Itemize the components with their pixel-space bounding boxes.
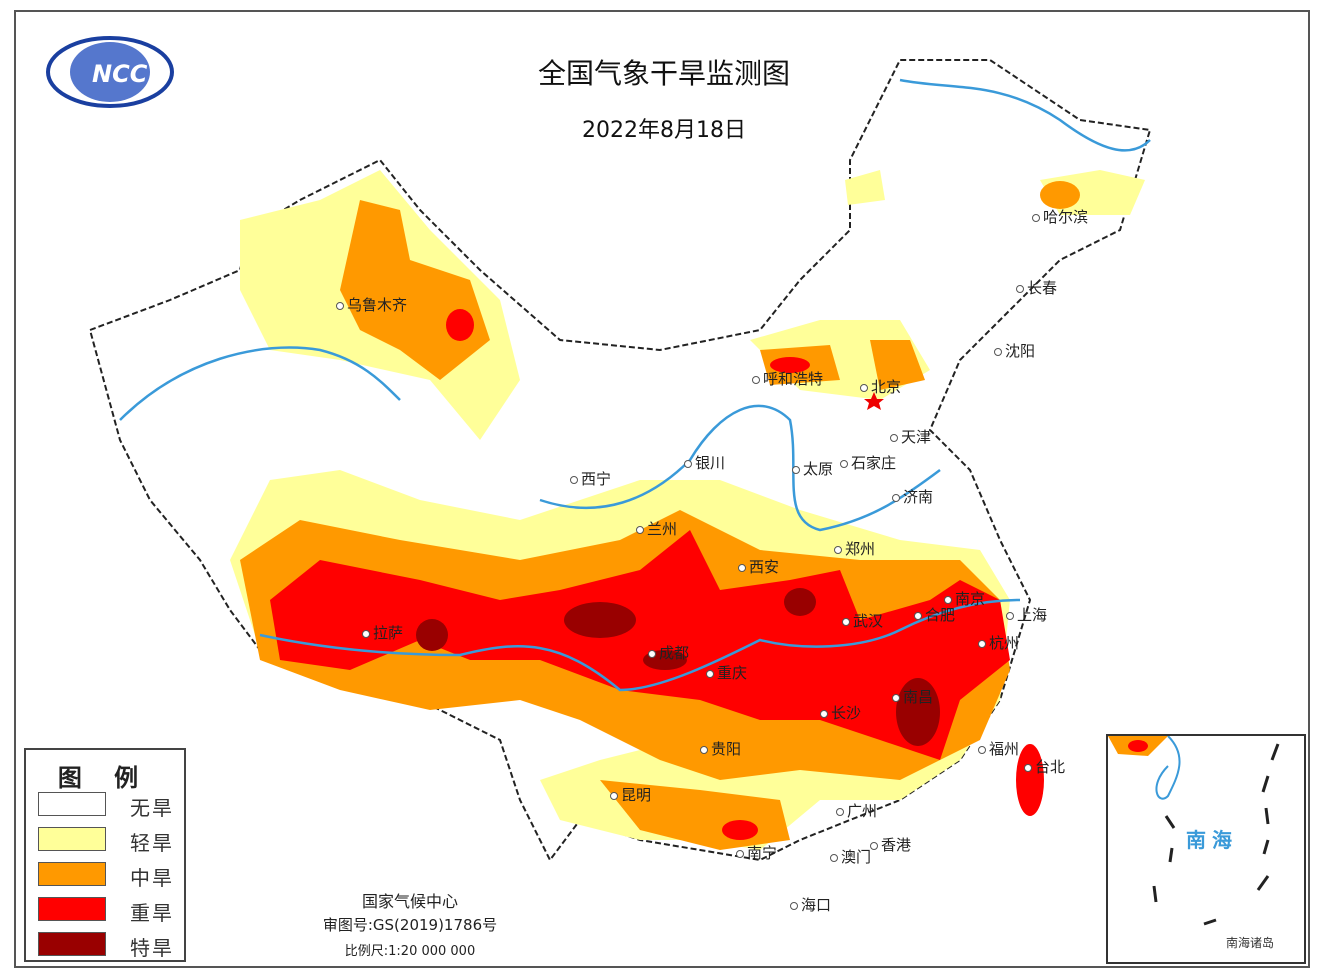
city-label: 广州 (836, 800, 877, 821)
legend-item-none: 无旱 (38, 792, 178, 820)
beijing-star (864, 392, 884, 410)
city-label: 乌鲁木齐 (336, 294, 407, 315)
city-label: 澳门 (830, 846, 871, 867)
city-label: 石家庄 (840, 452, 896, 473)
city-label: 成都 (648, 642, 689, 663)
city-label: 兰州 (636, 518, 677, 539)
city-label: 重庆 (706, 662, 747, 683)
city-label: 南宁 (736, 842, 777, 863)
ncc-logo: NCC (46, 36, 174, 108)
inset-islands-label: 南海诸岛 (1226, 936, 1275, 950)
map-date: 2022年8月18日 (582, 118, 746, 143)
city-label: 武汉 (842, 610, 883, 631)
city-label: 西安 (738, 556, 779, 577)
city-label: 长沙 (820, 702, 861, 723)
rivers (119, 78, 1151, 692)
city-label: 台北 (1024, 756, 1065, 777)
inset-sea-label: 南海 (1186, 828, 1238, 852)
city-label: 济南 (892, 486, 933, 507)
city-label: 太原 (792, 458, 833, 479)
city-label: 海口 (790, 894, 831, 915)
city-label: 西宁 (570, 468, 611, 489)
svg-text:NCC: NCC (92, 60, 148, 88)
city-label: 沈阳 (994, 340, 1035, 361)
legend-item-light: 轻旱 (38, 827, 178, 855)
legend-item-extreme: 特旱 (38, 932, 178, 960)
city-label: 郑州 (834, 538, 875, 559)
credit-org: 国家气候中心 (361, 892, 458, 911)
city-label: 北京 (860, 376, 901, 397)
city-label: 上海 (1006, 604, 1047, 625)
city-label: 天津 (890, 426, 931, 447)
legend-item-moderate: 中旱 (38, 862, 178, 890)
city-label: 银川 (684, 452, 725, 473)
city-label: 南京 (944, 588, 985, 609)
legend: 图 例 无旱 轻旱 中旱 重旱 特旱 (24, 748, 186, 962)
city-label: 拉萨 (362, 622, 403, 643)
city-label: 合肥 (914, 604, 955, 625)
city-label: 香港 (870, 834, 911, 855)
city-label: 贵阳 (700, 738, 741, 759)
city-label: 杭州 (978, 632, 1019, 653)
city-label: 哈尔滨 (1032, 206, 1088, 227)
map-frame (14, 10, 1310, 968)
legend-item-severe: 重旱 (38, 897, 178, 925)
credit-scale: 比例尺:1:20 000 000 (344, 944, 476, 959)
city-label: 长春 (1016, 277, 1057, 298)
south-china-sea-inset: 南海 南海诸岛 (1106, 734, 1306, 964)
city-label: 昆明 (610, 784, 651, 805)
city-label: 福州 (978, 738, 1019, 759)
map-title: 全国气象干旱监测图 (537, 57, 790, 90)
legend-title: 图 例 (57, 764, 151, 792)
city-label: 南昌 (892, 686, 933, 707)
credit-approval: 审图号:GS(2019)1786号 (322, 916, 498, 934)
city-label: 呼和浩特 (752, 368, 823, 389)
